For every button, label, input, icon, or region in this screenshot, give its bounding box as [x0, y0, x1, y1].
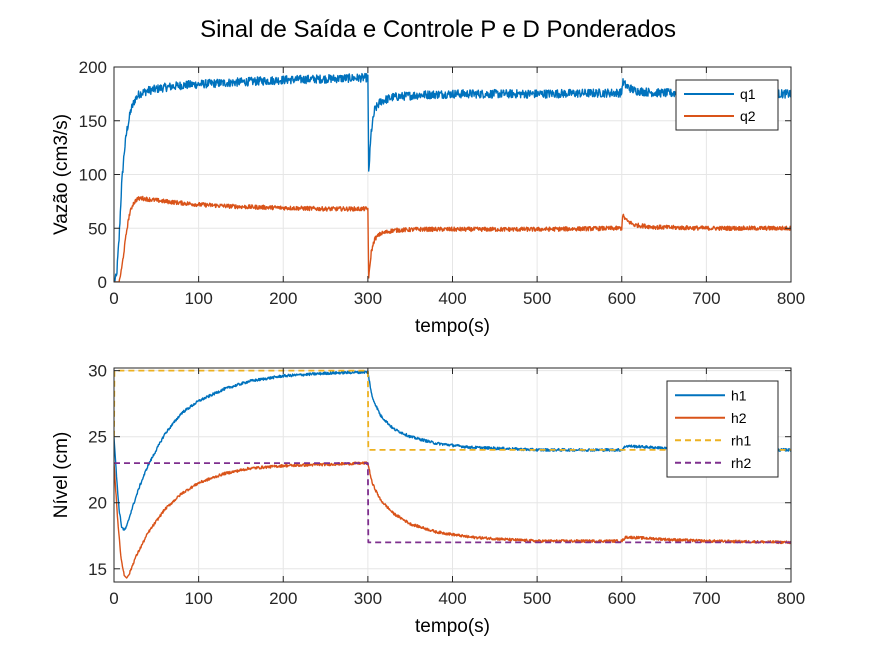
x-tick-label: 400 [438, 589, 466, 608]
y-tick-label: 25 [88, 428, 107, 447]
x-tick-label: 0 [109, 589, 118, 608]
y-tick-label: 150 [79, 112, 107, 131]
y-tick-label: 20 [88, 494, 107, 513]
legend-box [675, 79, 779, 131]
series-line-q2 [114, 195, 791, 282]
y-tick-label: 50 [88, 219, 107, 238]
legend-label-q2: q2 [740, 108, 756, 124]
legend-label-rh1: rh1 [731, 432, 751, 448]
figure-title: Sinal de Saída e Controle P e D Ponderad… [200, 16, 676, 43]
x-axis-label: tempo(s) [415, 616, 490, 637]
x-tick-label: 300 [354, 289, 382, 308]
y-tick-label: 30 [88, 362, 107, 381]
flow-subplot: 0 100 200 300 400 500 600 700 800 0 50 100 150 200 tem… [51, 58, 805, 337]
x-tick-label: 500 [523, 289, 551, 308]
legend-box [666, 380, 779, 478]
x-tick-label: 600 [608, 289, 636, 308]
y-axis-label: Nível (cm) [51, 432, 72, 519]
x-tick-label: 700 [692, 589, 720, 608]
y-tick-label: 100 [79, 166, 107, 185]
x-tick-label: 800 [777, 289, 805, 308]
legend-label-h2: h2 [731, 410, 747, 426]
legend-label-rh2: rh2 [731, 455, 751, 471]
x-tick-label: 200 [269, 289, 297, 308]
level-subplot: 0 100 200 300 400 500 600 700 800 15 20 25 30 tempo(s… [51, 362, 805, 637]
legend: h1 h2 rh1 rh2 [666, 380, 779, 478]
x-tick-label: 300 [354, 589, 382, 608]
y-tick-label: 15 [88, 560, 107, 579]
y-tick-label: 200 [79, 58, 107, 77]
x-tick-label: 600 [608, 589, 636, 608]
y-axis-label: Vazão (cm3/s) [51, 114, 72, 235]
series-line-rh2 [114, 462, 791, 544]
legend-label-q1: q1 [740, 86, 756, 102]
y-tick-label: 0 [98, 273, 107, 292]
x-tick-label: 0 [109, 289, 118, 308]
x-tick-label: 200 [269, 589, 297, 608]
x-tick-label: 700 [692, 289, 720, 308]
x-axis-label: tempo(s) [415, 316, 490, 337]
x-tick-label: 400 [438, 289, 466, 308]
series-line-h2 [114, 461, 791, 579]
x-tick-label: 800 [777, 589, 805, 608]
x-tick-label: 500 [523, 589, 551, 608]
legend-label-h1: h1 [731, 387, 747, 403]
x-tick-label: 100 [184, 289, 212, 308]
x-tick-label: 100 [184, 589, 212, 608]
